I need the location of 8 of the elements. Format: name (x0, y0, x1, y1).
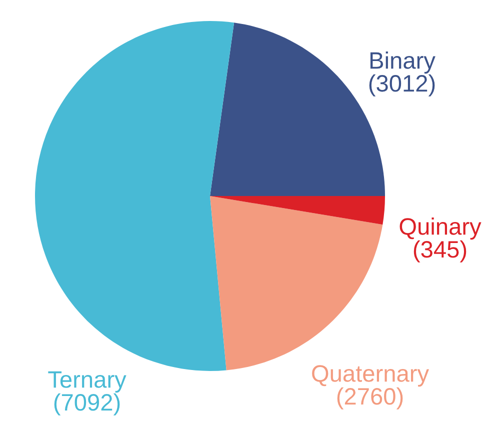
slice-label: Quaternary (312, 365, 430, 387)
slice-label: Binary (370, 52, 436, 74)
slice-label: Ternary (48, 371, 126, 393)
data-label: (345) (414, 240, 466, 262)
data-label: (3012) (369, 74, 435, 96)
slice-label: Quinary (400, 218, 482, 240)
data-label: (2760) (337, 387, 403, 410)
data-label: (7092) (54, 393, 120, 416)
